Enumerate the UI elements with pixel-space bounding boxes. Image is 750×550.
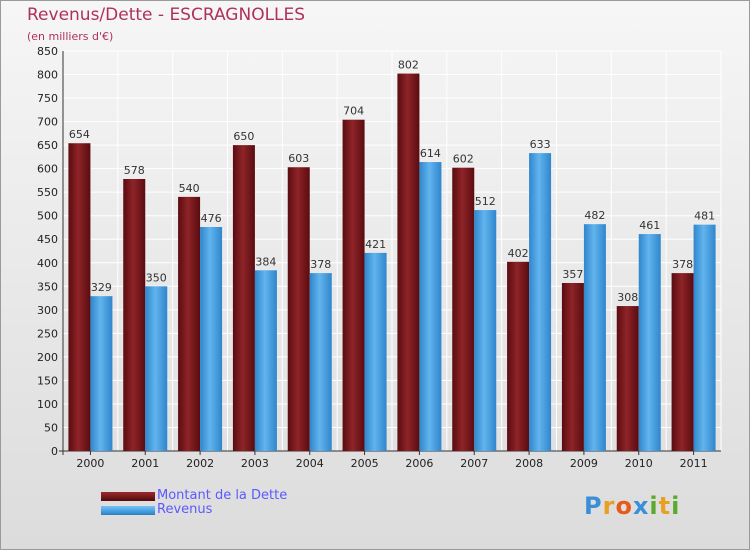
data-label: 802 [398,59,419,72]
logo-letter: t [658,492,672,520]
data-label: 540 [179,182,200,195]
data-label: 578 [124,164,145,177]
x-tick-label: 2001 [131,457,159,470]
logo-letter: x [632,492,650,520]
logo-letter: o [615,492,633,520]
y-tick-label: 450 [37,233,58,246]
x-tick-label: 2007 [460,457,488,470]
data-label: 378 [672,258,693,271]
bar-debt [616,306,639,451]
data-label: 350 [146,271,167,284]
logo-letter: r [602,492,616,520]
bar-revenue [254,270,277,451]
data-label: 654 [69,128,90,141]
y-tick-label: 750 [37,92,58,105]
data-label: 633 [530,138,551,151]
chart-subtitle: (en milliers d'€) [27,30,114,43]
data-label: 329 [91,281,112,294]
logo-letter: i [671,492,681,520]
data-label: 603 [288,152,309,165]
x-tick-label: 2011 [680,457,708,470]
data-label: 421 [365,238,386,251]
legend-swatch-debt [101,492,155,501]
axes: 0 50 100 150 200 250 300 350 400 450 500 550 600 650 7… [37,45,721,470]
bar-revenue [583,224,606,451]
y-tick-label: 550 [37,186,58,199]
data-label: 704 [343,105,364,118]
bar-revenue [419,162,442,451]
y-tick-label: 600 [37,163,58,176]
legend-label-debt: Montant de la Dette [157,488,288,503]
data-label: 476 [201,212,222,225]
data-label: 378 [310,258,331,271]
x-tick-label: 2009 [570,457,598,470]
data-label: 614 [420,147,441,160]
y-tick-label: 300 [37,304,58,317]
data-label: 384 [255,255,276,268]
y-tick-label: 50 [44,421,58,434]
legend-swatch-revenue [101,506,155,515]
bar-revenue [474,210,497,451]
bar-debt [561,283,584,451]
y-tick-label: 0 [51,445,58,458]
bar-debt [452,167,475,452]
bars [68,73,716,452]
bar-revenue [309,273,332,451]
bar-debt [178,196,201,451]
bar-debt [123,179,146,451]
x-tick-label: 2010 [625,457,653,470]
logo-letter: i [649,492,659,520]
logo-letter: P [584,492,603,520]
y-tick-label: 800 [37,69,58,82]
x-tick-label: 2004 [296,457,324,470]
data-label: 602 [453,153,474,166]
x-tick-label: 2006 [405,457,433,470]
y-tick-label: 150 [37,374,58,387]
y-tick-label: 400 [37,257,58,270]
chart-title: Revenus/Dette - ESCRAGNOLLES [27,5,306,25]
bar-revenue [638,234,661,451]
grid-lines [62,50,722,452]
data-labels: 654 329 578 350 540 476 650 384 603 378 704 421 802 6… [69,59,715,304]
legend-label-revenue: Revenus [157,502,213,517]
y-tick-label: 500 [37,210,58,223]
bar-revenue [145,286,168,451]
bar-revenue [200,227,223,451]
bar-debt [671,273,694,451]
bar-debt [68,143,91,451]
data-label: 482 [584,209,605,222]
y-tick-label: 650 [37,139,58,152]
bar-revenue [693,224,716,451]
y-tick-label: 350 [37,280,58,293]
data-label: 402 [508,247,529,260]
y-tick-label: 100 [37,398,58,411]
bar-revenue [364,252,387,451]
data-label: 461 [639,219,660,232]
y-tick-label: 250 [37,327,58,340]
x-tick-label: 2005 [351,457,379,470]
bar-debt [507,261,530,451]
y-tick-label: 700 [37,116,58,129]
y-tick-label: 850 [37,45,58,58]
x-tick-label: 2008 [515,457,543,470]
proxiti-logo: Proxiti [584,492,680,520]
y-tick-label: 200 [37,351,58,364]
bar-revenue [90,296,113,451]
data-label: 512 [475,195,496,208]
bar-debt [342,119,365,452]
bar-debt [232,145,255,451]
data-label: 481 [694,210,715,223]
bar-debt [287,167,310,451]
data-label: 308 [617,291,638,304]
data-label: 357 [562,268,583,281]
bar-revenue [529,153,552,451]
data-label: 650 [233,130,254,143]
bar-debt [397,73,420,452]
x-tick-label: 2003 [241,457,269,470]
x-tick-label: 2002 [186,457,214,470]
x-tick-label: 2000 [76,457,104,470]
